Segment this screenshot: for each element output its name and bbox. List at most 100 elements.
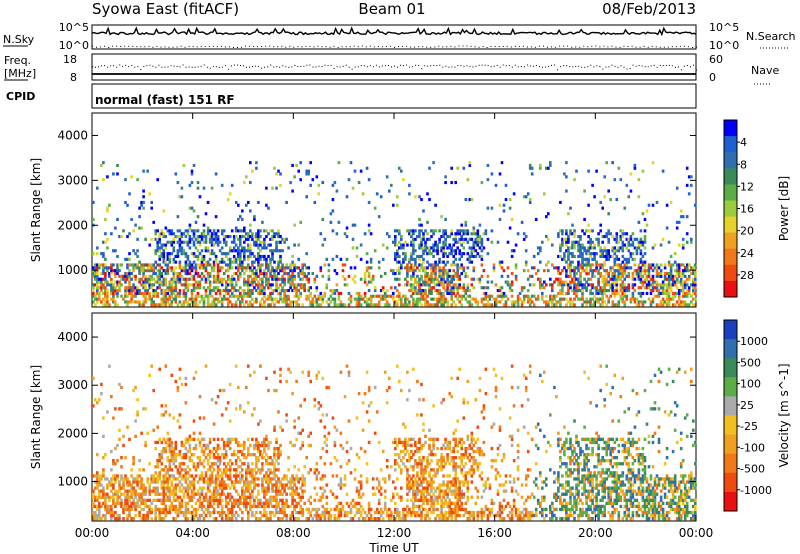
echo-cell [239, 254, 242, 258]
echo-cell [631, 243, 635, 247]
echo-cell [168, 283, 172, 287]
echo-cell [122, 297, 125, 301]
echo-cell [438, 283, 441, 287]
echo-cell [589, 277, 592, 281]
echo-cell [639, 277, 643, 281]
echo-cell [611, 254, 614, 258]
echo-cell [166, 257, 170, 261]
echo-cell [426, 232, 429, 236]
echo-cell [241, 453, 244, 457]
echo-cell [428, 283, 431, 287]
echo-cell [186, 286, 190, 290]
echo-cell [667, 286, 671, 290]
echo-cell [162, 300, 166, 304]
echo-cell [422, 252, 425, 256]
echo-cell [194, 474, 198, 478]
echo-cell [166, 240, 170, 244]
echo-cell [597, 283, 600, 287]
echo-cell [679, 277, 683, 281]
echo-cell [394, 277, 397, 281]
echo-cell [466, 283, 470, 287]
echo-cell [406, 272, 409, 276]
echo-cell [416, 300, 419, 304]
echo-cell [108, 483, 111, 487]
echo-cell [251, 413, 254, 417]
echo-cell [174, 235, 178, 239]
echo-cell [190, 480, 194, 484]
echo-cell [150, 489, 153, 493]
echo-cell [222, 272, 226, 276]
echo-cell [164, 449, 168, 454]
echo-cell [422, 280, 425, 284]
echo-cell [599, 263, 602, 267]
echo-cell [271, 477, 274, 481]
echo-cell [424, 246, 427, 250]
echo-cell [214, 489, 218, 493]
echo-cell [162, 257, 166, 261]
echo-cell [132, 492, 135, 496]
echo-cell [222, 440, 226, 445]
echo-cell [182, 510, 186, 515]
echo-cell [178, 294, 182, 298]
echo-cell [214, 257, 218, 261]
echo-cell [442, 266, 445, 270]
echo-cell [164, 504, 168, 509]
echo-cell [104, 517, 107, 521]
echo-cell [392, 294, 395, 298]
echo-cell [285, 517, 288, 521]
echo-cell [512, 192, 516, 196]
echo-cell [110, 289, 113, 293]
echo-cell [245, 495, 248, 499]
echo-cell [166, 480, 170, 484]
echo-cell [114, 272, 117, 276]
echo-cell [645, 209, 649, 213]
echo-cell [462, 229, 466, 233]
echo-cell [267, 388, 270, 393]
echo-cell [635, 269, 639, 273]
echo-cell [265, 471, 268, 475]
echo-cell [641, 269, 645, 273]
echo-cell [369, 277, 373, 281]
echo-cell [412, 274, 415, 278]
echo-cell [150, 477, 153, 481]
echo-cell [168, 459, 172, 463]
echo-cell [609, 254, 612, 258]
echo-cell [277, 517, 280, 521]
echo-cell [204, 240, 208, 244]
echo-cell [269, 477, 272, 481]
echo-cell [444, 297, 447, 301]
echo-cell [265, 489, 268, 493]
echo-cell [110, 517, 113, 521]
echo-cell [444, 229, 447, 233]
echo-cell [190, 297, 194, 301]
echo-cell [599, 223, 602, 227]
echo-cell [293, 243, 296, 247]
echo-cell [273, 289, 276, 293]
echo-cell [456, 286, 459, 290]
echo-cell [597, 277, 600, 281]
echo-cell [116, 477, 119, 481]
echo-cell [261, 453, 264, 457]
echo-cell [269, 260, 272, 264]
echo-cell [226, 517, 230, 521]
echo-cell [178, 289, 182, 293]
echo-cell [623, 232, 627, 236]
echo-cell [545, 303, 548, 307]
echo-cell [96, 498, 99, 502]
echo-cell [208, 477, 212, 481]
echo-cell [539, 249, 542, 253]
echo-cell [164, 235, 168, 239]
echo-cell [178, 465, 182, 469]
echo-cell [299, 286, 302, 290]
echo-cell [216, 446, 220, 451]
echo-cell [138, 303, 141, 307]
echo-cell [301, 277, 304, 281]
echo-cell [438, 297, 441, 301]
echo-cell [279, 254, 282, 258]
echo-cell [172, 269, 176, 273]
echo-cell [142, 286, 145, 290]
echo-cell [116, 289, 119, 293]
echo-cell [267, 486, 270, 490]
echo-cell [228, 474, 232, 478]
echo-cell [438, 274, 441, 278]
